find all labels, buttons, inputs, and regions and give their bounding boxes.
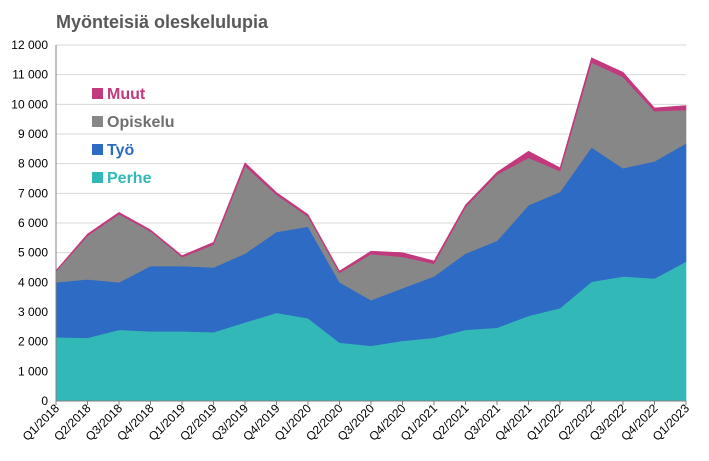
x-tick-labels: Q1/2018Q2/2018Q3/2018Q4/2018Q1/2019Q2/20… — [20, 401, 693, 444]
y-tick-label: 0 — [41, 394, 48, 408]
y-tick-label: 1 000 — [18, 364, 48, 378]
chart-title: Myönteisiä oleskelulupia — [56, 12, 269, 32]
legend-label-muut: Muut — [107, 86, 146, 103]
y-tick-label: 5 000 — [18, 246, 48, 260]
y-tick-label: 11 000 — [12, 68, 48, 82]
y-tick-label: 7 000 — [18, 186, 48, 200]
y-tick-label: 10 000 — [11, 97, 48, 111]
legend: Muut Opiskelu Työ Perhe — [92, 86, 175, 187]
y-tick-label: 2 000 — [18, 335, 48, 349]
legend-label-työ: Työ — [107, 142, 134, 159]
y-tick-label: 9 000 — [18, 127, 48, 141]
y-tick-labels: 0 1 000 2 000 3 000 4 000 5 000 6 000 7 000 8 00… — [11, 38, 48, 408]
y-tick-label: 6 000 — [18, 216, 48, 230]
legend-label-perhe: Perhe — [107, 170, 152, 187]
y-tick-label: 8 000 — [18, 157, 48, 171]
area-muut — [55, 57, 687, 274]
legend-swatch-perhe — [92, 172, 103, 183]
legend-swatch-muut — [92, 88, 103, 99]
legend-swatch-opiskelu — [92, 116, 103, 127]
y-tick-label: 4 000 — [18, 275, 48, 289]
y-tick-label: 3 000 — [18, 305, 48, 319]
legend-label-opiskelu: Opiskelu — [107, 114, 175, 131]
axes — [55, 45, 687, 405]
area-series — [55, 57, 687, 402]
y-tick-label: 12 000 — [11, 38, 48, 52]
legend-swatch-työ — [92, 144, 103, 155]
